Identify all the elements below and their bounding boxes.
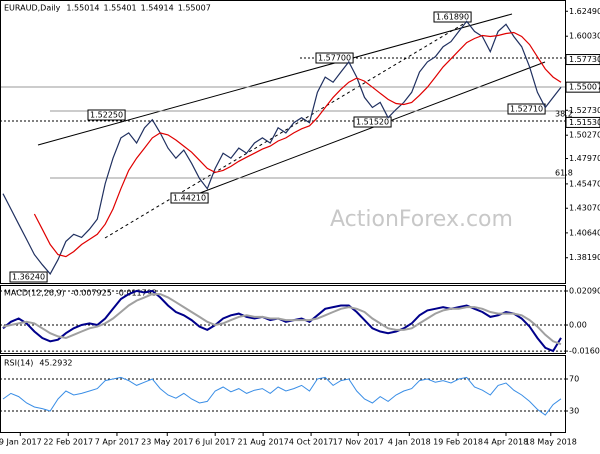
y-tick-label: 0.00 xyxy=(569,321,587,330)
tick-highlight xyxy=(565,116,600,128)
panel-title: EURAUD,Daily xyxy=(4,4,61,13)
y-tick-label: 1.51530 xyxy=(569,118,600,127)
annotation: 1.36240 xyxy=(12,273,45,282)
x-tick-label: 21 Aug 2017 xyxy=(238,438,289,447)
y-tick-label: 1.62490 xyxy=(569,7,600,16)
y-tick-label: 1.47970 xyxy=(569,154,600,163)
header-value: 1.54914 xyxy=(141,4,174,13)
channel-mid xyxy=(104,19,471,239)
annotation-box xyxy=(315,52,354,64)
y-tick-label: -0.016023 xyxy=(569,347,600,356)
y-tick-label: 1.50270 xyxy=(569,131,600,140)
watermark: ActionForex.com xyxy=(330,207,513,232)
header-value: 1.55014 xyxy=(66,4,99,13)
annotation: 1.44210 xyxy=(173,194,206,203)
annotation: 1.57700 xyxy=(318,54,351,63)
x-tick-label: 6 Jul 2017 xyxy=(195,438,235,447)
x-tick-label: 7 Apr 2017 xyxy=(95,438,139,447)
annotation-box xyxy=(87,109,126,121)
x-tick-label: 9 Jan 2017 xyxy=(0,438,42,447)
x-tick-label: 4 Apr 2018 xyxy=(484,438,528,447)
y-tick-label: 1.40640 xyxy=(569,228,600,237)
annotation-box xyxy=(353,116,392,128)
channel-upper xyxy=(37,13,513,146)
annotation-box xyxy=(170,192,209,204)
y-tick-label: 1.55007 xyxy=(569,83,600,92)
series-line xyxy=(2,376,562,416)
panel-frame xyxy=(0,285,566,354)
x-tick-label: 4 Oct 2017 xyxy=(289,438,333,447)
tick-highlight xyxy=(565,81,600,93)
panel-title: RSI(14) xyxy=(4,359,33,368)
y-tick-label: 1.45470 xyxy=(569,179,600,188)
x-tick-label: 18 May 2018 xyxy=(525,438,577,447)
y-tick-label: 30 xyxy=(569,407,579,416)
x-tick-label: 4 Jan 2018 xyxy=(388,438,431,447)
y-tick-label: 1.60030 xyxy=(569,32,600,41)
annotation: 61.8 xyxy=(555,169,573,178)
panel-title: MACD(12,26,9) xyxy=(4,289,65,298)
header-value: 1.55007 xyxy=(178,4,211,13)
annotation: 1.52250 xyxy=(90,111,123,120)
header-value: -0.011793 xyxy=(116,289,157,298)
header-value: 45.2932 xyxy=(39,359,72,368)
x-tick-label: 19 Feb 2018 xyxy=(433,438,483,447)
panel-frame xyxy=(0,355,566,433)
series-line xyxy=(2,20,562,275)
annotation: 1.61890 xyxy=(436,13,469,22)
tick-highlight xyxy=(565,54,600,66)
y-tick-label: 1.38190 xyxy=(569,253,600,262)
annotation: 1.51520 xyxy=(356,118,389,127)
y-tick-label: 0.020904 xyxy=(569,287,600,296)
y-tick-label: 1.52730 xyxy=(569,106,600,115)
annotation-box xyxy=(433,11,472,23)
y-tick-label: 1.57730 xyxy=(569,55,600,64)
header-value: 1.55401 xyxy=(104,4,137,13)
y-tick-label: 70 xyxy=(569,375,579,384)
y-tick-label: 1.43070 xyxy=(569,204,600,213)
annotation: 1.52710 xyxy=(510,105,543,114)
panel-frame xyxy=(0,0,566,284)
x-tick-label: 23 May 2017 xyxy=(141,438,193,447)
series-line xyxy=(2,293,562,346)
header-value: -0.007925 xyxy=(71,289,112,298)
series-line xyxy=(33,31,562,258)
annotation-box xyxy=(507,103,546,115)
annotation: 38.2 xyxy=(555,110,573,119)
annotation-box xyxy=(9,271,48,283)
x-tick-label: 17 Nov 2017 xyxy=(333,438,384,447)
x-tick-label: 22 Feb 2017 xyxy=(43,438,93,447)
